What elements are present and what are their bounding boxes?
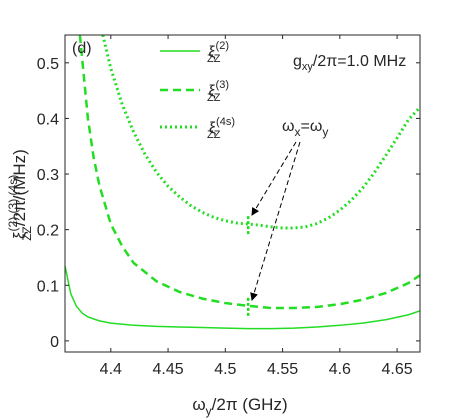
y-axis-label: ξ(2),(3),(4s)ZZ/2π/(MHz) [6,149,34,241]
legend-label-3: ξ(4s) ZZ [207,116,235,141]
y-tick-label: 0.5 [37,56,59,73]
series-line-solid [65,265,420,330]
legend: ξ(2) ZZ ξ(3) ZZ ξ(4s) ZZ [160,40,235,141]
x-ticks: 4.4 4.45 4.5 4.55 4.6 4.65 [100,35,413,378]
series-line-dotted [101,35,420,230]
legend-label-1: ξ(2) ZZ [207,40,229,65]
x-tick-label: 4.45 [152,361,183,378]
panel-label: (d) [72,40,92,57]
x-axis-label: ωy/2π (GHz) [192,395,287,418]
legend-label-2: ξ(3) ZZ [207,79,229,104]
x-tick-label: 4.5 [214,361,236,378]
annotation-arrow-upper [251,141,297,216]
y-tick-label: 0.4 [37,111,59,128]
y-ticks: 0 0.1 0.2 0.3 0.4 0.5 [37,56,420,351]
y-tick-label: 0.1 [37,278,59,295]
resonance-annotation: ωx=ωy [282,118,328,139]
axes-box [64,34,421,353]
series-layer [65,35,420,330]
x-tick-label: 4.4 [100,361,122,378]
annotation-arrow-lower [250,141,301,301]
y-tick-label: 0.2 [37,223,59,240]
x-tick-label: 4.65 [382,361,413,378]
y-tick-label: 0 [50,334,59,351]
y-tick-label: 0.3 [37,167,59,184]
x-tick-label: 4.6 [329,361,351,378]
series-line-dashed [78,35,420,310]
x-tick-label: 4.55 [267,361,298,378]
coupling-annotation: gxy/2π=1.0 MHz [293,53,406,73]
